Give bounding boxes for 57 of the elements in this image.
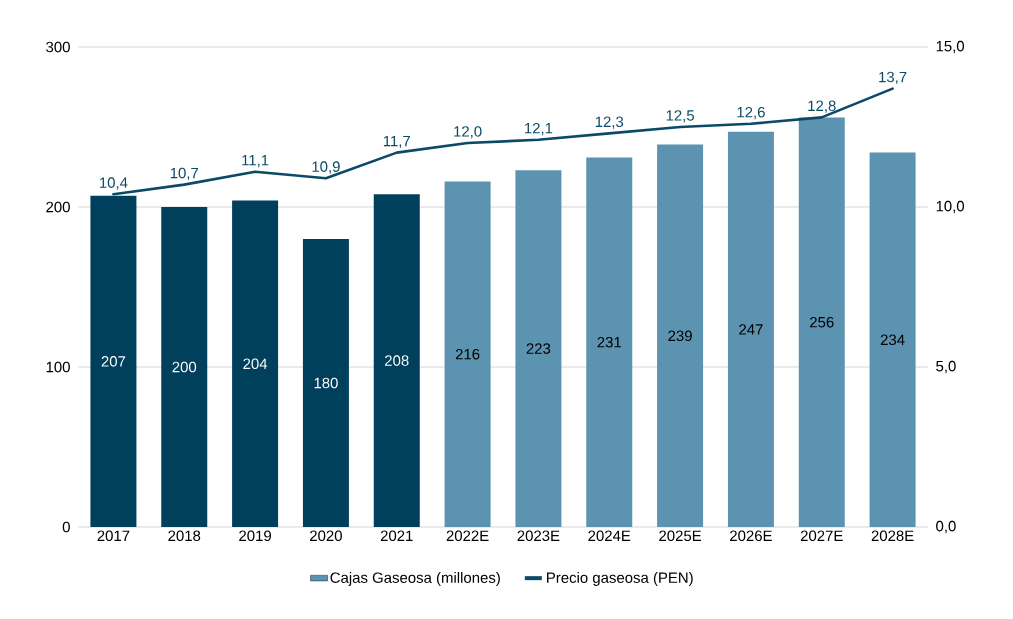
data-label: 12,6: [737, 106, 765, 120]
x-tick-label: 2017: [97, 530, 130, 542]
x-tick-label: 2022E: [446, 530, 489, 542]
x-tick-label: 2026E: [730, 530, 772, 542]
y-tick-label: 300: [46, 41, 70, 53]
bar: [798, 117, 845, 527]
x-tick-label: 2027E: [800, 530, 843, 542]
x-tick-label: 2028E: [871, 530, 914, 542]
data-label: 10,9: [312, 161, 340, 174]
x-tick-label: 2023E: [517, 530, 560, 542]
x-tick-label: 2018: [168, 530, 201, 542]
data-label: 11,1: [242, 155, 269, 168]
data-label: 234: [880, 334, 905, 346]
y-tick-label: 100: [46, 361, 70, 373]
bar: [727, 131, 774, 527]
data-label: 12,1: [525, 122, 553, 136]
bar: [869, 152, 916, 527]
y2-tick-label: 0,0: [936, 520, 956, 534]
y2-tick-label: 10,0: [936, 200, 965, 214]
data-label: 216: [455, 348, 480, 360]
x-tick-label: 2020: [310, 530, 342, 542]
data-label: 10,7: [170, 167, 199, 181]
data-label: 247: [739, 324, 763, 335]
bar: [657, 144, 704, 527]
bar: [586, 157, 633, 527]
data-label: 12,8: [808, 100, 836, 113]
bar: [444, 181, 491, 527]
data-label: 223: [526, 343, 551, 354]
bar: [232, 200, 279, 527]
legend-label: Precio gaseosa (PEN): [547, 571, 693, 586]
x-tick-label: 2019: [239, 530, 271, 542]
data-label: 12,0: [454, 126, 482, 139]
bar: [302, 239, 349, 527]
y-tick-label: 0: [62, 521, 70, 533]
bar: [161, 207, 208, 527]
data-label: 239: [668, 330, 692, 342]
legend-label: Cajas Gaseosa (millones): [330, 571, 500, 586]
x-tick-label: 2024E: [588, 530, 631, 542]
x-tick-label: 2025E: [659, 530, 702, 542]
bar: [373, 194, 420, 527]
data-label: 207: [101, 356, 126, 367]
data-label: 13,7: [879, 71, 907, 85]
data-label: 12,5: [666, 110, 695, 123]
data-label: 180: [314, 377, 338, 389]
y2-tick-label: 15,0: [936, 40, 965, 54]
bar: [515, 170, 562, 527]
data-label: 200: [172, 361, 197, 373]
data-label: 204: [243, 358, 268, 370]
data-label: 256: [810, 316, 834, 328]
x-tick-label: 2021: [380, 530, 413, 542]
data-label: 208: [385, 355, 409, 366]
data-label: 231: [597, 336, 621, 348]
data-label: 12,3: [595, 116, 624, 129]
data-label: 11,7: [383, 135, 410, 149]
y2-tick-label: 5,0: [936, 360, 956, 374]
data-label: 10,4: [100, 177, 128, 190]
y-tick-label: 200: [46, 201, 70, 213]
